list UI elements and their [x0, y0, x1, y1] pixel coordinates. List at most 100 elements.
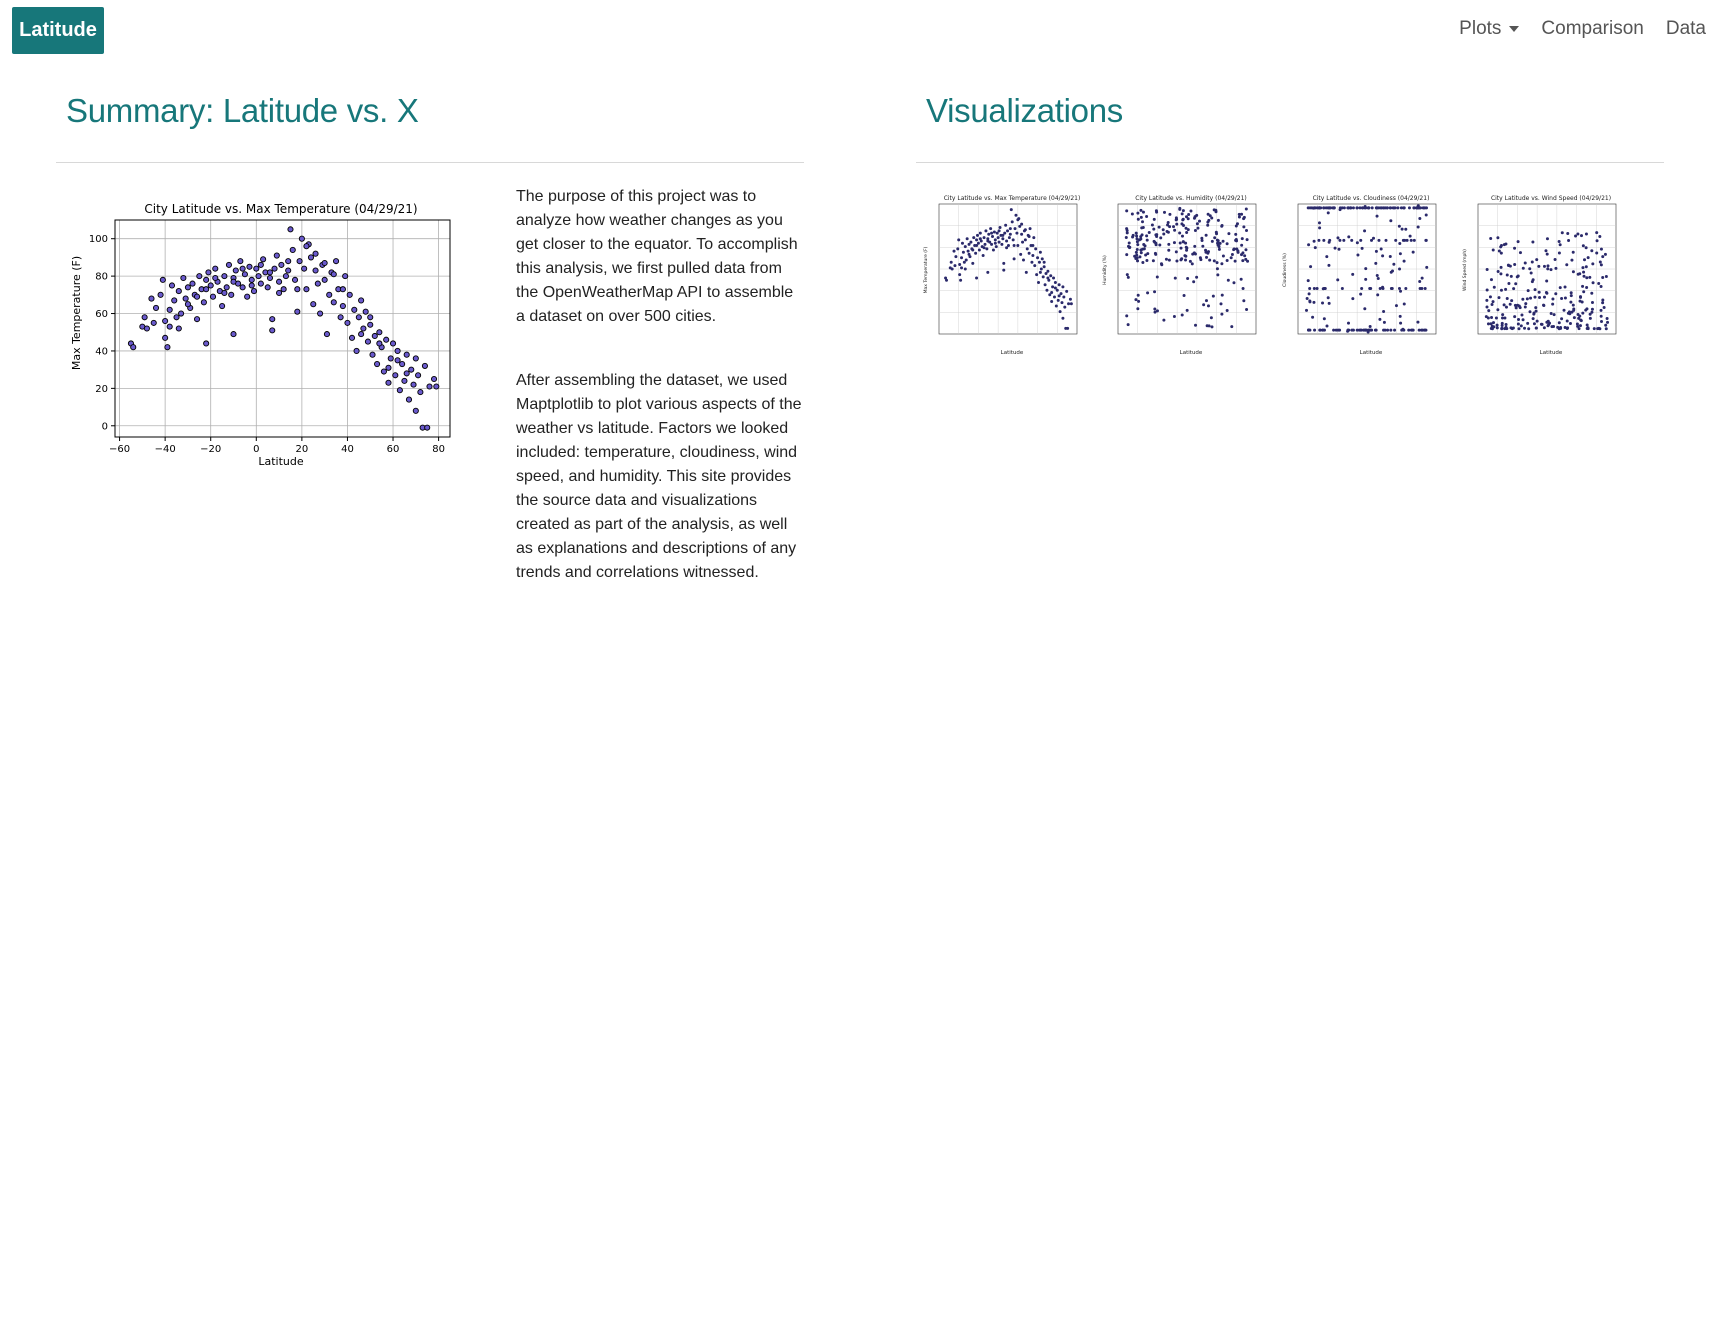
thumbnail-wind-speed[interactable]: City Latitude vs. Wind Speed (04/29/21) … — [1461, 192, 1621, 357]
thumbnail-point — [1242, 225, 1246, 229]
thumbnail-point — [1190, 262, 1194, 266]
thumbnail-point — [1322, 238, 1326, 242]
thumbnail-point — [1229, 256, 1233, 260]
scatter-point — [285, 258, 292, 265]
thumbnail-cloudiness[interactable]: City Latitude vs. Cloudiness (04/29/21) … — [1281, 192, 1441, 357]
thumbnail-point — [1568, 322, 1572, 326]
nav-item-plots-dropdown[interactable]: Plots — [1459, 18, 1520, 40]
chart-ylabel: Max Temperature (F) — [70, 256, 83, 370]
nav-item-comparison[interactable]: Comparison — [1541, 18, 1644, 39]
thumbnail-point — [1199, 258, 1203, 262]
thumbnail-point — [1565, 319, 1569, 323]
thumbnail-point — [1363, 229, 1367, 233]
thumbnail-max-temperature[interactable]: City Latitude vs. Max Temperature (04/29… — [922, 192, 1082, 357]
thumbnail-point — [1499, 251, 1503, 255]
scatter-point — [184, 301, 191, 308]
scatter-point — [353, 347, 360, 354]
thumbnail-point — [1042, 265, 1046, 269]
thumbnail-point — [1495, 326, 1499, 330]
scatter-point — [348, 334, 356, 341]
thumbnail-point — [1021, 240, 1025, 244]
thumbnail-point — [1131, 233, 1135, 237]
thumbnail-point — [1499, 272, 1503, 276]
thumbnail-point — [1135, 234, 1139, 238]
scatter-point — [301, 265, 308, 272]
scatter-point — [394, 347, 401, 354]
thumbnail-point — [1584, 265, 1588, 269]
thumbnail-point — [1408, 234, 1412, 238]
thumbnail-point — [1025, 247, 1029, 251]
thumbnail-point — [1031, 254, 1035, 258]
thumbnail-point — [1052, 276, 1056, 280]
thumbnail-point — [1497, 296, 1501, 300]
thumbnail-point — [1489, 278, 1493, 282]
thumbnail-point — [1554, 292, 1558, 296]
thumbnail-point — [1145, 234, 1149, 238]
thumbnail-humidity[interactable]: City Latitude vs. Humidity (04/29/21) La… — [1101, 192, 1261, 357]
thumbnail-point — [1394, 304, 1398, 308]
thumbnail-point — [1577, 327, 1581, 331]
thumbnail-point — [997, 240, 1001, 244]
thumbnail-point — [1032, 236, 1036, 240]
nav-item-data[interactable]: Data — [1665, 18, 1706, 39]
scatter-point — [148, 295, 155, 302]
scatter-point — [266, 269, 274, 276]
thumbnail-point — [1024, 270, 1028, 274]
thumbnail-point — [1584, 246, 1588, 250]
thumbnail-point — [1350, 238, 1354, 242]
thumbnail-point — [1057, 294, 1061, 298]
thumbnail-point — [1192, 280, 1196, 284]
thumbnail-point — [1402, 259, 1406, 263]
thumbnail-point — [1145, 215, 1149, 219]
thumbnail-point — [1141, 225, 1145, 229]
thumbnail-point — [1351, 297, 1355, 301]
thumbnail-point — [1195, 275, 1199, 279]
nav-menu: Plots Comparison Data — [1459, 18, 1706, 40]
thumbnail-point — [1155, 234, 1159, 238]
thumbnail-point — [1338, 238, 1342, 242]
thumbnail-point — [1551, 297, 1555, 301]
thumbnail-point — [1496, 269, 1500, 273]
scatter-point — [276, 278, 283, 285]
scatter-point — [323, 331, 330, 338]
thumbnail-point — [1584, 308, 1588, 312]
thumbnail-point — [1318, 328, 1322, 332]
thumbnail-point — [1590, 291, 1594, 295]
thumbnail-point — [1516, 322, 1520, 326]
scatter-point — [200, 299, 207, 306]
thumbnail-point — [1403, 238, 1407, 242]
thumbnail-point — [1578, 324, 1582, 328]
scatter-point — [394, 357, 401, 364]
thumbnail-point — [1604, 323, 1608, 327]
thumbnail-point — [1538, 295, 1542, 299]
thumbnail-point — [1336, 278, 1340, 282]
thumbnail-point — [1550, 325, 1554, 329]
thumbnail-point — [1595, 231, 1599, 235]
thumbnail-point — [1315, 287, 1319, 290]
thumbnail-point — [1136, 293, 1140, 297]
thumbnail-point — [1060, 301, 1064, 305]
thumbnail-point — [1180, 257, 1184, 261]
thumbnail-point — [1159, 262, 1163, 266]
thumbnail-point — [1230, 253, 1234, 257]
thumbnail-point — [1153, 240, 1157, 244]
thumbnail-point — [1136, 211, 1140, 215]
brand-logo-link[interactable]: Latitude — [12, 7, 104, 54]
thumbnail-point — [1485, 305, 1489, 309]
scatter-point — [180, 274, 187, 282]
scatter-point — [412, 355, 419, 362]
thumbnail-point — [1181, 209, 1185, 213]
thumbnail-point — [1560, 231, 1564, 235]
thumbnail-point — [1215, 267, 1219, 271]
thumbnail-point — [1599, 314, 1603, 318]
scatter-point — [364, 338, 372, 345]
thumbnail-point — [1504, 287, 1508, 291]
thumbnail-point — [1207, 218, 1211, 222]
thumbnail-point — [1175, 217, 1179, 221]
thumbnail-point — [1006, 229, 1010, 233]
scatter-point — [403, 351, 410, 358]
thumbnail-point — [1360, 246, 1364, 250]
thumbnail-point — [1141, 220, 1145, 224]
thumbnail-point — [1136, 217, 1140, 221]
thumbnail-point — [1507, 282, 1511, 286]
